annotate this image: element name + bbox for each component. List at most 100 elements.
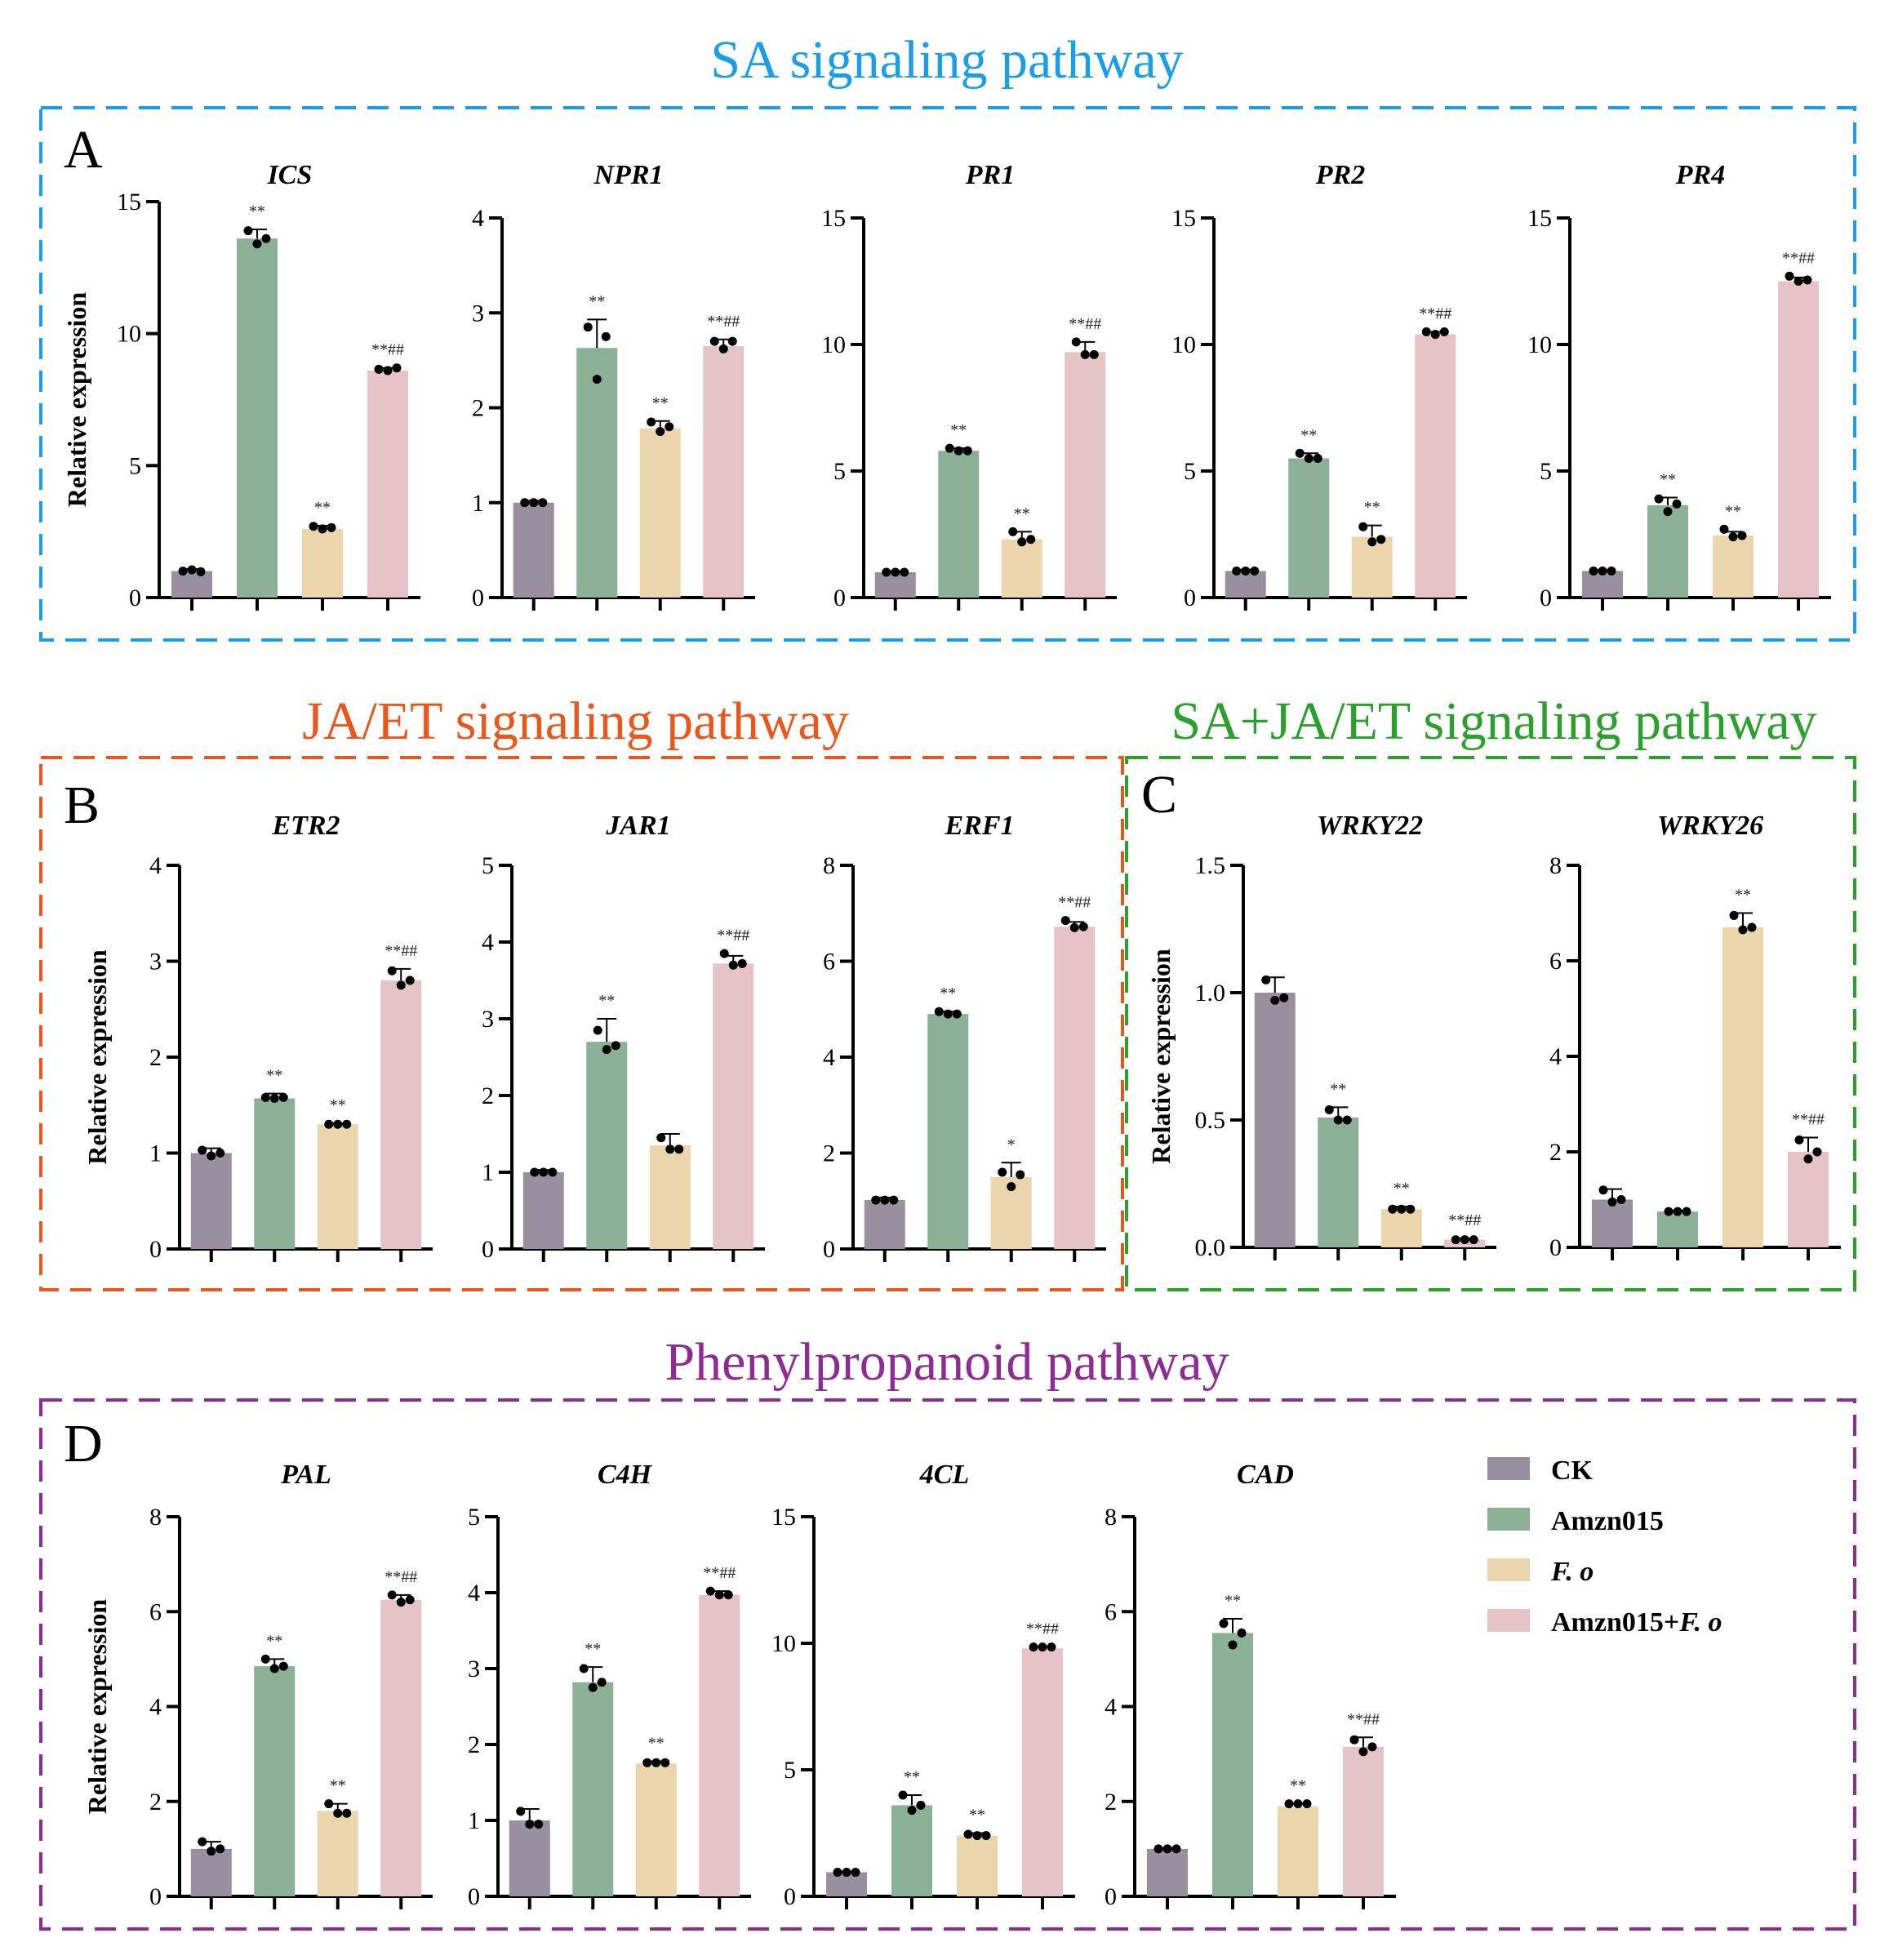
data-point bbox=[1747, 922, 1757, 932]
y-tick-label: 0 bbox=[472, 584, 484, 611]
section-box-phenyl bbox=[39, 1398, 1856, 1931]
data-point bbox=[327, 522, 336, 532]
data-point bbox=[916, 1800, 926, 1810]
y-tick-label: 4 bbox=[1549, 1043, 1562, 1070]
y-tick-label: 15 bbox=[117, 189, 141, 216]
data-point bbox=[342, 1119, 352, 1129]
y-tick-label: 15 bbox=[771, 1504, 796, 1531]
data-point bbox=[880, 1195, 890, 1205]
data-point bbox=[593, 1025, 602, 1035]
section-title-jaet: JA/ET signaling pathway bbox=[302, 691, 849, 751]
y-tick-label: 0 bbox=[482, 1236, 494, 1263]
y-tick-label: 6 bbox=[1549, 948, 1562, 975]
significance-label: ** bbox=[950, 421, 967, 439]
y-tick-label: 4 bbox=[472, 205, 484, 232]
chart-pr4: PR4 0 5 10 15 ** ** **## bbox=[1527, 160, 1831, 611]
data-point bbox=[1038, 1642, 1047, 1652]
data-point bbox=[674, 1144, 684, 1154]
bar bbox=[317, 1811, 358, 1896]
y-tick-label: 8 bbox=[1549, 852, 1562, 879]
data-point bbox=[1008, 527, 1018, 536]
data-point bbox=[269, 1664, 279, 1673]
bar bbox=[171, 571, 212, 598]
data-point bbox=[1616, 1195, 1626, 1204]
data-point bbox=[1664, 1207, 1674, 1216]
data-point bbox=[1589, 566, 1598, 576]
significance-label: ** bbox=[969, 1807, 985, 1824]
y-tick-label: 4 bbox=[1105, 1694, 1117, 1721]
data-point bbox=[1598, 566, 1607, 576]
bar bbox=[1778, 281, 1819, 598]
chart-title: JAR1 bbox=[605, 811, 670, 841]
y-tick-label: 1.0 bbox=[1195, 980, 1226, 1007]
data-point bbox=[1430, 330, 1440, 340]
data-point bbox=[1304, 454, 1313, 463]
data-point bbox=[1719, 524, 1729, 534]
data-point bbox=[534, 1820, 544, 1829]
data-point bbox=[871, 1195, 881, 1205]
data-point bbox=[1071, 337, 1081, 347]
y-tick-label: 6 bbox=[149, 1598, 162, 1625]
data-point bbox=[1376, 535, 1386, 544]
legend-label-amzn015-fo: Amzn015+F. o bbox=[1551, 1607, 1722, 1638]
data-point bbox=[891, 567, 900, 577]
y-tick-label: 5 bbox=[1540, 458, 1552, 485]
significance-label: **## bbox=[717, 927, 749, 944]
data-point bbox=[260, 1092, 270, 1102]
data-point bbox=[907, 1806, 917, 1816]
data-point bbox=[1738, 925, 1748, 935]
bar bbox=[1343, 1746, 1384, 1896]
significance-label: **## bbox=[384, 1568, 417, 1586]
significance-label: ** bbox=[1660, 471, 1676, 489]
data-point bbox=[1237, 1628, 1247, 1638]
significance-label: ** bbox=[1330, 1080, 1346, 1098]
bar bbox=[957, 1835, 998, 1896]
y-axis-label: Relative expression bbox=[82, 1599, 112, 1815]
data-point bbox=[1241, 566, 1251, 576]
bar bbox=[1318, 1117, 1359, 1247]
data-point bbox=[216, 1844, 225, 1854]
data-point bbox=[592, 375, 602, 384]
significance-label: ** bbox=[1290, 1777, 1306, 1795]
data-point bbox=[602, 1045, 611, 1055]
data-point bbox=[1728, 532, 1738, 542]
significance-label: **## bbox=[707, 313, 740, 331]
significance-label: **## bbox=[1058, 894, 1091, 912]
y-tick-label: 2 bbox=[482, 1082, 494, 1109]
y-tick-label: 4 bbox=[482, 929, 494, 956]
chart-title: C4H bbox=[598, 1460, 653, 1490]
data-point bbox=[998, 1167, 1007, 1177]
data-point bbox=[1232, 566, 1242, 576]
chart-title: ICS bbox=[267, 160, 313, 190]
panel-letter-b: B bbox=[64, 776, 100, 835]
y-tick-label: 2 bbox=[1549, 1139, 1562, 1166]
y-tick-label: 15 bbox=[1527, 205, 1552, 232]
y-tick-label: 2 bbox=[472, 395, 484, 422]
significance-label: **## bbox=[1347, 1710, 1380, 1728]
data-point bbox=[1069, 922, 1079, 932]
significance-label: ** bbox=[1364, 499, 1380, 517]
data-point bbox=[1367, 1742, 1377, 1752]
data-point bbox=[1029, 1642, 1038, 1652]
data-point bbox=[252, 239, 262, 249]
chart-title: 4CL bbox=[919, 1460, 969, 1490]
bar bbox=[1054, 927, 1096, 1249]
data-point bbox=[1388, 1204, 1398, 1214]
significance-label: ** bbox=[904, 1768, 920, 1786]
y-tick-label: 1 bbox=[482, 1159, 494, 1186]
data-point bbox=[665, 1144, 675, 1154]
data-point bbox=[260, 1654, 270, 1664]
y-tick-label: 3 bbox=[482, 1006, 494, 1033]
data-point bbox=[538, 498, 548, 508]
chart-cad: CAD 0 2 4 6 8 ** ** **## bbox=[1105, 1460, 1396, 1910]
chart-title: CAD bbox=[1237, 1460, 1294, 1490]
bar bbox=[1022, 1648, 1063, 1896]
bar bbox=[586, 1042, 628, 1249]
data-point bbox=[309, 522, 318, 531]
data-point bbox=[1607, 566, 1616, 576]
data-point bbox=[719, 949, 729, 958]
data-point bbox=[727, 336, 737, 346]
bar bbox=[1147, 1848, 1188, 1896]
data-point bbox=[647, 417, 656, 427]
